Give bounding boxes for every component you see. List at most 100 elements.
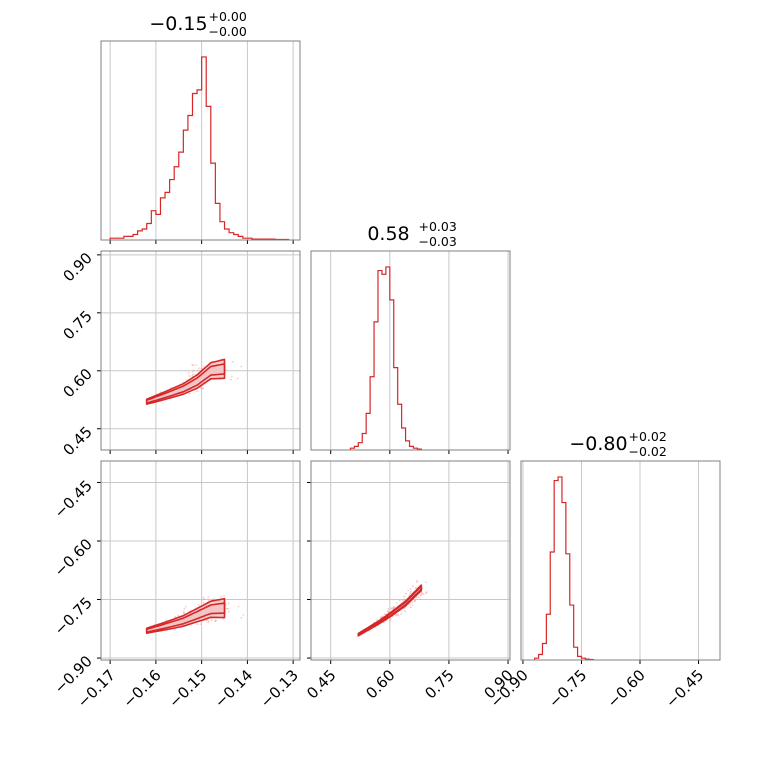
x-vs-z-point [184,605,187,608]
x-marginal-bin [220,222,225,240]
x-vs-z-point [205,619,207,622]
z-marginal-histogram-line [534,476,594,661]
y-vs-z-point [389,619,392,622]
y-vs-z-point [402,599,405,602]
x-marginal-bin [133,235,138,240]
x-marginal-bin [142,229,147,240]
x-vs-y-ytick-label: 0.45 [59,423,95,459]
x-vs-z-point [201,598,204,601]
x-vs-z-point [202,596,205,599]
x-vs-z-point [203,598,206,600]
x-vs-y-point [200,367,203,370]
x-vs-y-point [188,375,191,377]
x-marginal-bin [197,90,202,240]
x-marginal-bin [151,211,156,240]
y-vs-z-point [408,603,411,605]
y-vs-z-point [415,581,418,583]
x-vs-y-ytick-label: 0.75 [59,307,95,343]
z-marginal-frame [520,460,721,661]
y-vs-z-contour-inner [357,585,423,637]
y-vs-z-point [409,590,412,593]
x-marginal-bin [147,224,152,240]
x-vs-y-frame [100,250,301,451]
x-vs-y-point [198,367,200,370]
x-vs-z-point [237,605,240,608]
x-vs-y-point [199,387,202,390]
y-vs-z-point [407,589,410,592]
x-marginal-bin [174,167,179,240]
x-vs-z-point [227,602,230,605]
x-vs-z-point [214,619,217,622]
x-vs-z-point [222,594,225,597]
y-vs-z-point [417,596,420,598]
x-vs-y-point [187,371,190,374]
z-marginal-title-median: −0.80 [569,433,627,455]
x-marginal-bin [225,229,230,240]
x-vs-z-point [182,610,185,613]
y-vs-z-point [386,610,389,613]
x-vs-y-point [196,369,199,372]
z-marginal-xtick-label: −0.45 [662,666,707,711]
x-marginal-bin [165,192,170,240]
y-vs-z-point [403,595,406,598]
y-vs-z-point [398,599,401,602]
y-vs-z-point [387,607,390,610]
x-marginal-title-median: −0.15 [149,13,207,35]
x-vs-z-point [207,621,209,624]
y-vs-z-point [420,591,423,594]
z-marginal-bin [558,477,562,660]
y-vs-z-xtick-label: 0.45 [303,666,339,702]
x-marginal-bin [156,214,161,240]
x-vs-z-point [226,607,228,610]
x-marginal-frame [100,40,301,241]
x-vs-y-point [240,365,243,368]
y-vs-z-point [376,619,378,622]
y-vs-z-point [415,586,418,589]
x-vs-z-point [207,596,210,599]
x-vs-z-xtick-label: −0.16 [119,666,164,711]
x-marginal-bin [211,163,216,240]
y-vs-z-point [409,592,412,595]
y-vs-z-point [425,591,428,593]
x-vs-y-point [191,363,194,366]
x-vs-z-xtick-label: −0.13 [257,666,302,711]
x-marginal-bin [138,231,143,240]
y-marginal-histogram-line [349,266,422,450]
x-marginal-bin [192,94,197,240]
data-layer [109,56,594,661]
x-vs-z-point [207,599,210,602]
y-vs-z-point [409,587,412,590]
x-vs-z-point [197,603,200,606]
x-vs-z-frame [100,460,301,661]
y-vs-z-point [383,613,386,616]
x-vs-z-point [240,617,243,619]
x-vs-z-point [227,610,230,613]
x-vs-y-point [195,364,198,366]
x-vs-y-point [192,373,195,376]
y-vs-z-point [390,608,392,611]
y-vs-z-point [420,593,423,596]
y-vs-z-point [411,601,414,604]
x-vs-y-contour-inner [145,363,226,404]
x-vs-z-point [212,597,215,600]
x-marginal-bin [202,57,207,240]
y-vs-z-point [411,604,414,607]
x-vs-z-point [224,603,227,606]
x-vs-z-point [177,614,179,617]
x-marginal-bin [160,198,165,240]
x-marginal-histogram-line [109,56,290,241]
y-marginal-bin [382,274,386,450]
y-vs-z-point [400,613,403,615]
y-vs-z-point [395,602,398,604]
x-marginal-bin [183,130,188,240]
y-vs-z-point [394,614,397,617]
x-vs-z-point [220,595,223,598]
x-vs-z-contour-inner [145,602,226,633]
z-marginal-title-plus: +0.02 [629,429,667,444]
z-marginal-xtick-label: −0.60 [604,666,649,711]
x-vs-y-point [191,374,194,377]
x-vs-y-point [236,377,239,380]
grid-layer [101,41,700,660]
x-marginal-bin [234,235,239,240]
